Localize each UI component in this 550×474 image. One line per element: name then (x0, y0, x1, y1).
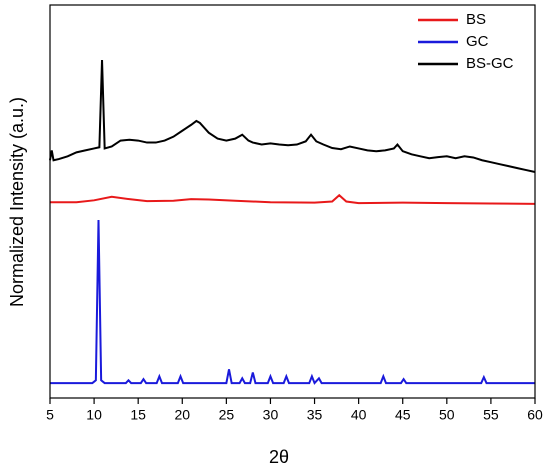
x-tick-label: 35 (307, 407, 323, 423)
x-tick-label: 45 (395, 407, 411, 423)
legend-label: BS-GC (466, 55, 514, 72)
x-tick-label: 55 (483, 407, 499, 423)
x-tick-label: 40 (351, 407, 367, 423)
x-tick-label: 5 (46, 407, 54, 423)
series-line (49, 59, 536, 174)
x-tick-label: 50 (439, 407, 455, 423)
legend-label: GC (466, 33, 489, 50)
x-tick-label: 20 (174, 407, 190, 423)
x-tick-label: 15 (130, 407, 146, 423)
y-axis-label: Normalized Intensity (a.u.) (7, 97, 27, 307)
legend-label: BS (466, 11, 486, 28)
x-tick-label: 60 (527, 407, 543, 423)
series-line (50, 193, 536, 205)
x-axis-label: 2θ (269, 447, 289, 467)
x-tick-label: 25 (219, 407, 235, 423)
series-line (50, 219, 535, 385)
x-tick-label: 10 (86, 407, 102, 423)
x-tick-label: 30 (263, 407, 279, 423)
plot-frame (49, 4, 536, 399)
